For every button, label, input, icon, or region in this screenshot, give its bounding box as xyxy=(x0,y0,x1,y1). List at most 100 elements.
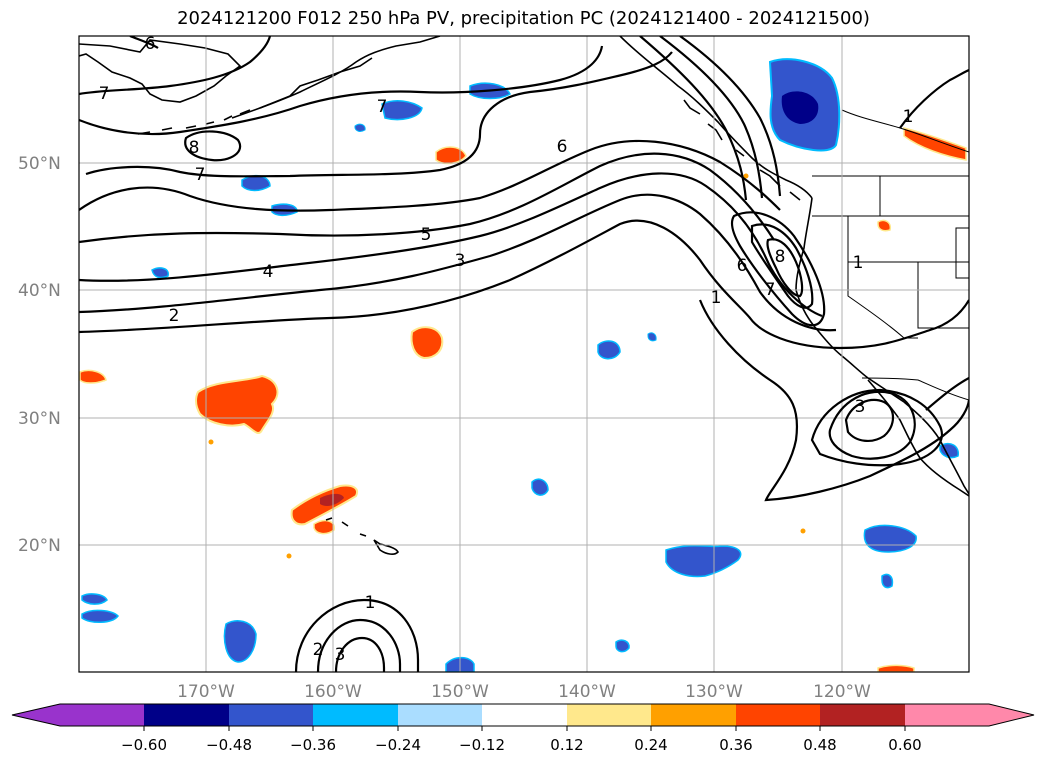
contour-label: 1 xyxy=(903,107,914,127)
contour-label: 2 xyxy=(169,306,180,326)
colorbar: −0.60 −0.48 −0.36 −0.24 −0.12 0.12 0.24 … xyxy=(11,703,1035,754)
lat-label-50n: 50°N xyxy=(18,154,61,174)
lon-label-150w: 150°W xyxy=(431,682,489,702)
map-border xyxy=(78,35,970,673)
contour-8-loop xyxy=(184,130,242,162)
contour-label: 7 xyxy=(195,165,206,185)
contour-label: 6 xyxy=(737,256,748,276)
contour-label: 6 xyxy=(557,137,568,157)
coastline-alaska-west xyxy=(269,57,373,105)
precip-positive-dot-4 xyxy=(743,173,749,179)
contour-3-south xyxy=(334,636,386,672)
precip-positive-mid xyxy=(410,326,444,360)
colorbar-tick-label: −0.24 xyxy=(375,736,421,754)
lon-label-140w: 140°W xyxy=(558,682,616,702)
contour-2-cutoff xyxy=(828,390,916,460)
precip-negative-small-3 xyxy=(881,573,894,589)
contour-1-cutoff xyxy=(810,388,943,467)
contour-label: 3 xyxy=(335,645,346,665)
contour-trough-3 xyxy=(766,238,804,298)
map-title: 2024121200 F012 250 hPa PV, precipitatio… xyxy=(177,8,870,29)
lon-label-160w: 160°W xyxy=(304,682,362,702)
contour-label: 7 xyxy=(377,97,388,117)
coastline-hawaii xyxy=(325,517,399,555)
contour-ridge-2 xyxy=(659,36,764,199)
lon-label-120w: 120°W xyxy=(813,682,871,702)
colorbar-segment xyxy=(820,704,905,726)
contour-6-north xyxy=(79,45,604,136)
contour-1-south xyxy=(294,598,420,672)
gridlines xyxy=(79,36,969,672)
colorbar-segment xyxy=(229,704,313,726)
colorbar-segment xyxy=(482,704,567,726)
contour-label: 5 xyxy=(421,225,432,245)
colorbar-segment xyxy=(398,704,482,726)
contour-3-cutoff xyxy=(844,398,895,442)
contour-1-outer xyxy=(698,299,969,502)
precip-positive-hawaii-small xyxy=(313,519,335,535)
contour-3 xyxy=(79,193,837,332)
contour-label: 8 xyxy=(775,247,786,267)
contour-7-main xyxy=(85,51,673,178)
colorbar-tick-label: 0.24 xyxy=(634,736,667,754)
precip-negative-alaska-core xyxy=(781,91,819,124)
colorbar-tick-label: −0.60 xyxy=(121,736,167,754)
lat-label-40n: 40°N xyxy=(18,281,61,301)
colorbar-tick-labels: −0.60 −0.48 −0.36 −0.24 −0.12 0.12 0.24 … xyxy=(121,736,922,754)
precip-positive-oregon xyxy=(877,219,892,232)
colorbar-extend-low xyxy=(12,704,60,726)
precip-positive-alaska-coast xyxy=(903,127,967,161)
precip-positive-bottom-edge xyxy=(877,664,915,672)
contour-ridge-1 xyxy=(639,36,748,201)
lon-label-170w: 170°W xyxy=(177,682,235,702)
contour-label: 3 xyxy=(855,397,866,417)
colorbar-ticks xyxy=(143,726,906,731)
lat-label-20n: 20°N xyxy=(18,536,61,556)
coastline-siberia xyxy=(79,39,242,103)
lon-label-130w: 130°W xyxy=(685,682,743,702)
colorbar-segment xyxy=(313,704,398,726)
latitude-labels: 50°N 40°N 30°N 20°N xyxy=(18,154,61,556)
colorbar-tick-label: 0.48 xyxy=(803,736,836,754)
contour-2-south xyxy=(316,618,402,672)
contour-label: 7 xyxy=(99,84,110,104)
longitude-labels: 170°W 160°W 150°W 140°W 130°W 120°W xyxy=(177,682,871,702)
coastline-bc-islands xyxy=(683,99,801,201)
contour-trough-2 xyxy=(750,223,814,309)
colorbar-segment xyxy=(60,704,144,726)
precip-negative-trop-4 xyxy=(223,620,257,663)
contour-6-topleft xyxy=(129,36,159,49)
colorbar-tick-label: −0.36 xyxy=(290,736,336,754)
precip-positive-gulf-small xyxy=(435,146,467,165)
contour-labels: 6 7 7 8 7 6 5 4 3 2 1 6 7 8 1 1 3 1 2 3 xyxy=(99,36,914,665)
precip-negative-trop-3 xyxy=(81,593,119,623)
coastline-alaska-se xyxy=(619,36,813,199)
colorbar-tick-label: 0.36 xyxy=(719,736,752,754)
contour-label: 1 xyxy=(711,288,722,308)
contour-label: 1 xyxy=(365,593,376,613)
precip-negative-small-4 xyxy=(939,442,959,459)
precip-negative-bering-1 xyxy=(241,174,271,192)
contour-2 xyxy=(79,219,969,350)
colorbar-segment xyxy=(144,704,229,726)
contour-7-north xyxy=(79,36,272,96)
pv-contours xyxy=(79,36,969,672)
precip-negative-small-5 xyxy=(647,332,657,342)
contour-6-main xyxy=(79,139,781,212)
border-us-mexico xyxy=(861,377,969,401)
colorbar-tick-label: −0.12 xyxy=(459,736,505,754)
precip-negative-trop-1 xyxy=(665,544,742,578)
precip-negative-small-2 xyxy=(615,639,630,653)
colorbar-segment xyxy=(905,704,989,726)
colorbar-segment xyxy=(567,704,651,726)
precip-positive-central-pacific xyxy=(195,374,279,434)
colorbar-outline xyxy=(11,703,1035,727)
contour-label: 1 xyxy=(853,253,864,273)
precip-negative-mid-2 xyxy=(531,478,549,496)
precip-negative-mid-1 xyxy=(597,340,621,360)
contour-label: 2 xyxy=(313,640,324,660)
colorbar-tick-label: 0.60 xyxy=(888,736,921,754)
precip-positive-dot-3 xyxy=(800,528,806,534)
precip-positive-dot-1 xyxy=(208,439,214,445)
contour-4 xyxy=(79,172,823,318)
